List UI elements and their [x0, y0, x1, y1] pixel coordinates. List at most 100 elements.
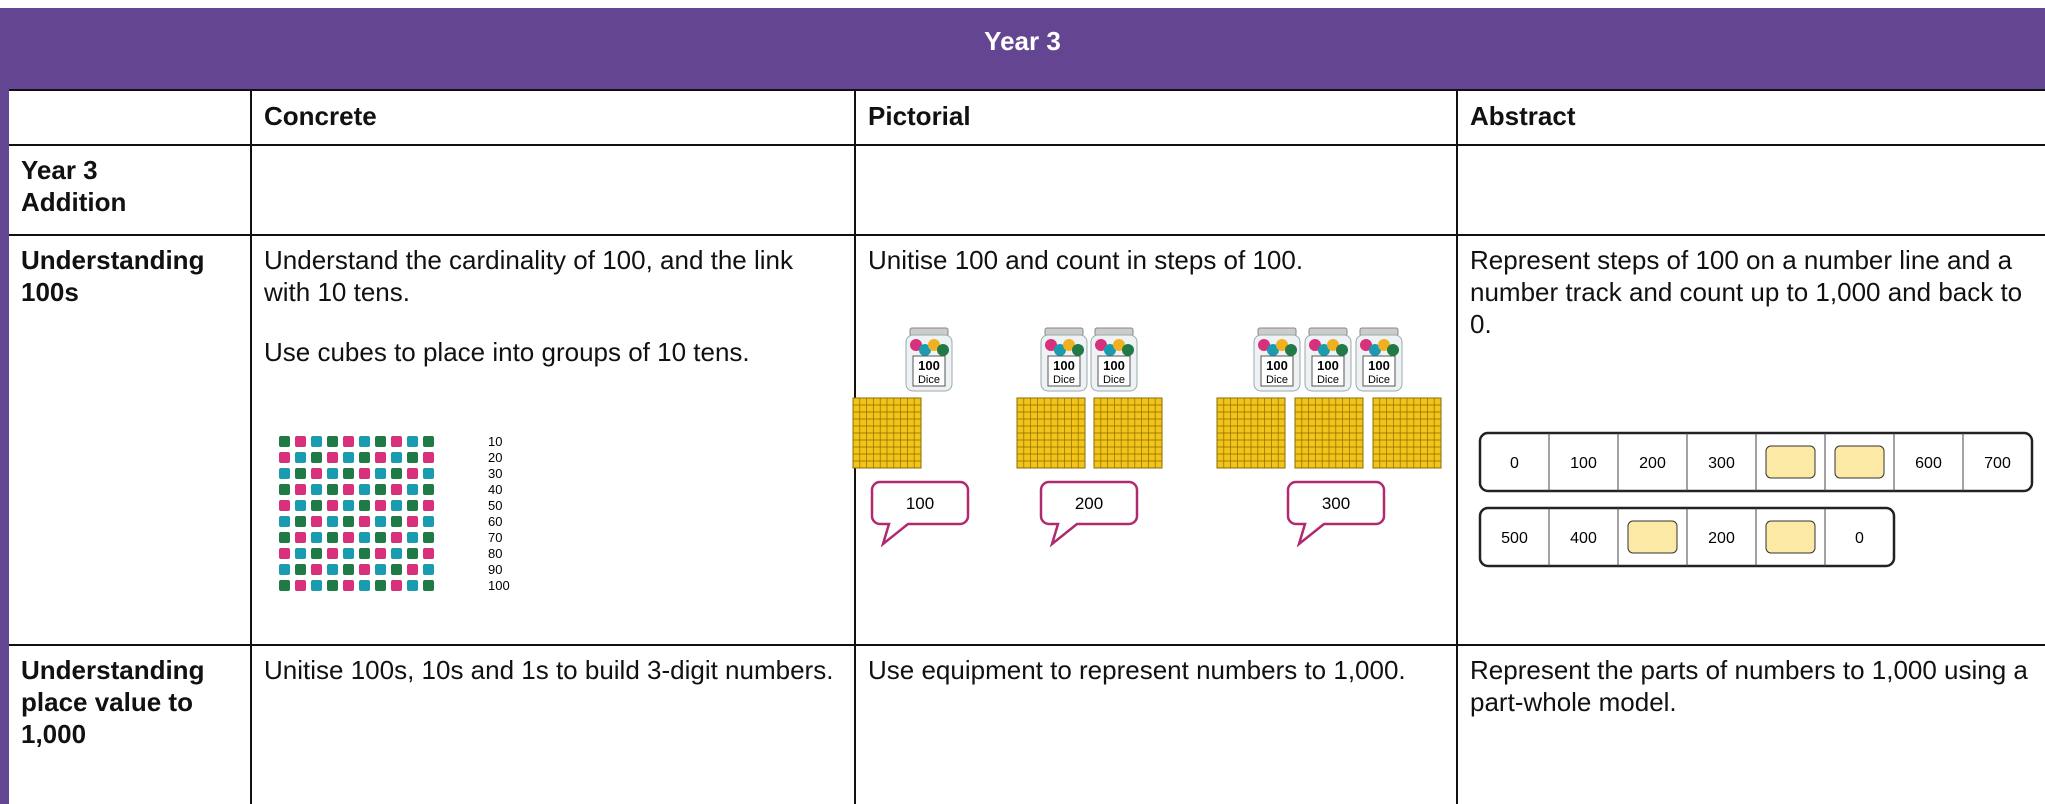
cube	[295, 500, 306, 511]
speech-bubble	[870, 480, 970, 548]
cube	[295, 452, 306, 463]
cube	[359, 484, 370, 495]
cube	[295, 548, 306, 559]
cube	[311, 452, 322, 463]
speech-bubble	[1286, 480, 1386, 548]
cube	[407, 548, 418, 559]
cube	[391, 532, 402, 543]
cube	[327, 436, 338, 447]
jar-label: Dice	[1053, 374, 1075, 386]
cube	[279, 500, 290, 511]
track-number: 300	[1708, 455, 1735, 472]
cube	[391, 452, 402, 463]
cube	[423, 516, 434, 527]
speech-bubble	[1039, 480, 1139, 548]
cube	[327, 484, 338, 495]
cell-text: Represent steps of 100 on a number line …	[1470, 245, 2023, 339]
cube	[279, 516, 290, 527]
cube-label: 80	[488, 546, 502, 561]
cube	[407, 436, 418, 447]
cube	[423, 548, 434, 559]
bubble-label: 300	[1322, 494, 1350, 513]
jar	[1090, 334, 1138, 392]
cube	[407, 500, 418, 511]
left-border	[0, 8, 9, 804]
dice	[1045, 339, 1057, 351]
cube	[391, 436, 402, 447]
cube	[359, 516, 370, 527]
dice	[1276, 339, 1288, 351]
cube	[343, 452, 354, 463]
cube	[375, 484, 386, 495]
bubble-label: 200	[1075, 494, 1103, 513]
dice	[1360, 339, 1372, 351]
cube	[423, 564, 434, 575]
jar-tag	[1260, 355, 1294, 387]
dice	[1369, 344, 1381, 356]
cube	[295, 468, 306, 479]
cube	[391, 516, 402, 527]
track-number: 500	[1501, 530, 1528, 547]
cube	[295, 484, 306, 495]
col-line	[1456, 90, 1458, 804]
dice	[937, 344, 949, 356]
cube	[375, 516, 386, 527]
jar-lid	[1308, 327, 1348, 337]
dice	[1122, 344, 1134, 356]
cube	[311, 500, 322, 511]
row-line	[9, 144, 2045, 146]
cube	[295, 532, 306, 543]
cube	[391, 580, 402, 591]
hundred-square	[1294, 397, 1364, 469]
cube	[423, 484, 434, 495]
jar	[1355, 334, 1403, 392]
cell-text: Use equipment to represent numbers to 1,…	[868, 655, 1406, 685]
cube	[391, 484, 402, 495]
bubble-label: 100	[906, 494, 934, 513]
dice	[1054, 344, 1066, 356]
col-line	[250, 90, 252, 804]
cube-label: 30	[488, 466, 502, 481]
cube	[311, 580, 322, 591]
cube	[359, 468, 370, 479]
jar-label: Dice	[1317, 374, 1339, 386]
jar-lid	[1094, 327, 1134, 337]
track-number: 200	[1708, 530, 1735, 547]
cube	[407, 532, 418, 543]
paragraph: Use cubes to place into groups of 10 ten…	[264, 337, 750, 367]
jar-tag	[1311, 355, 1345, 387]
jar	[905, 334, 953, 392]
cube	[423, 500, 434, 511]
dice	[1309, 339, 1321, 351]
cube	[311, 468, 322, 479]
row-line	[9, 89, 2045, 91]
cube	[359, 580, 370, 591]
cube-label: 20	[488, 450, 502, 465]
cube	[407, 564, 418, 575]
row-line	[9, 644, 2045, 646]
blank-box	[1627, 520, 1678, 554]
hundred-square	[1016, 397, 1086, 469]
cube	[343, 484, 354, 495]
row-label-line: Addition	[21, 187, 127, 217]
cube	[375, 580, 386, 591]
cube	[343, 548, 354, 559]
cube	[279, 580, 290, 591]
cube	[327, 516, 338, 527]
dice	[1285, 344, 1297, 356]
track-number: 0	[1855, 530, 1864, 547]
jar-label: Dice	[1266, 374, 1288, 386]
cube	[423, 580, 434, 591]
cube	[327, 548, 338, 559]
dice	[1267, 344, 1279, 356]
jar-label: 100	[918, 358, 940, 373]
track-number: 100	[1570, 455, 1597, 472]
jar-tag	[1362, 355, 1396, 387]
cube	[343, 436, 354, 447]
track-number: 0	[1510, 455, 1519, 472]
track-number: 700	[1984, 455, 2011, 472]
cube	[359, 500, 370, 511]
cube	[375, 500, 386, 511]
cube	[407, 516, 418, 527]
cube	[407, 484, 418, 495]
